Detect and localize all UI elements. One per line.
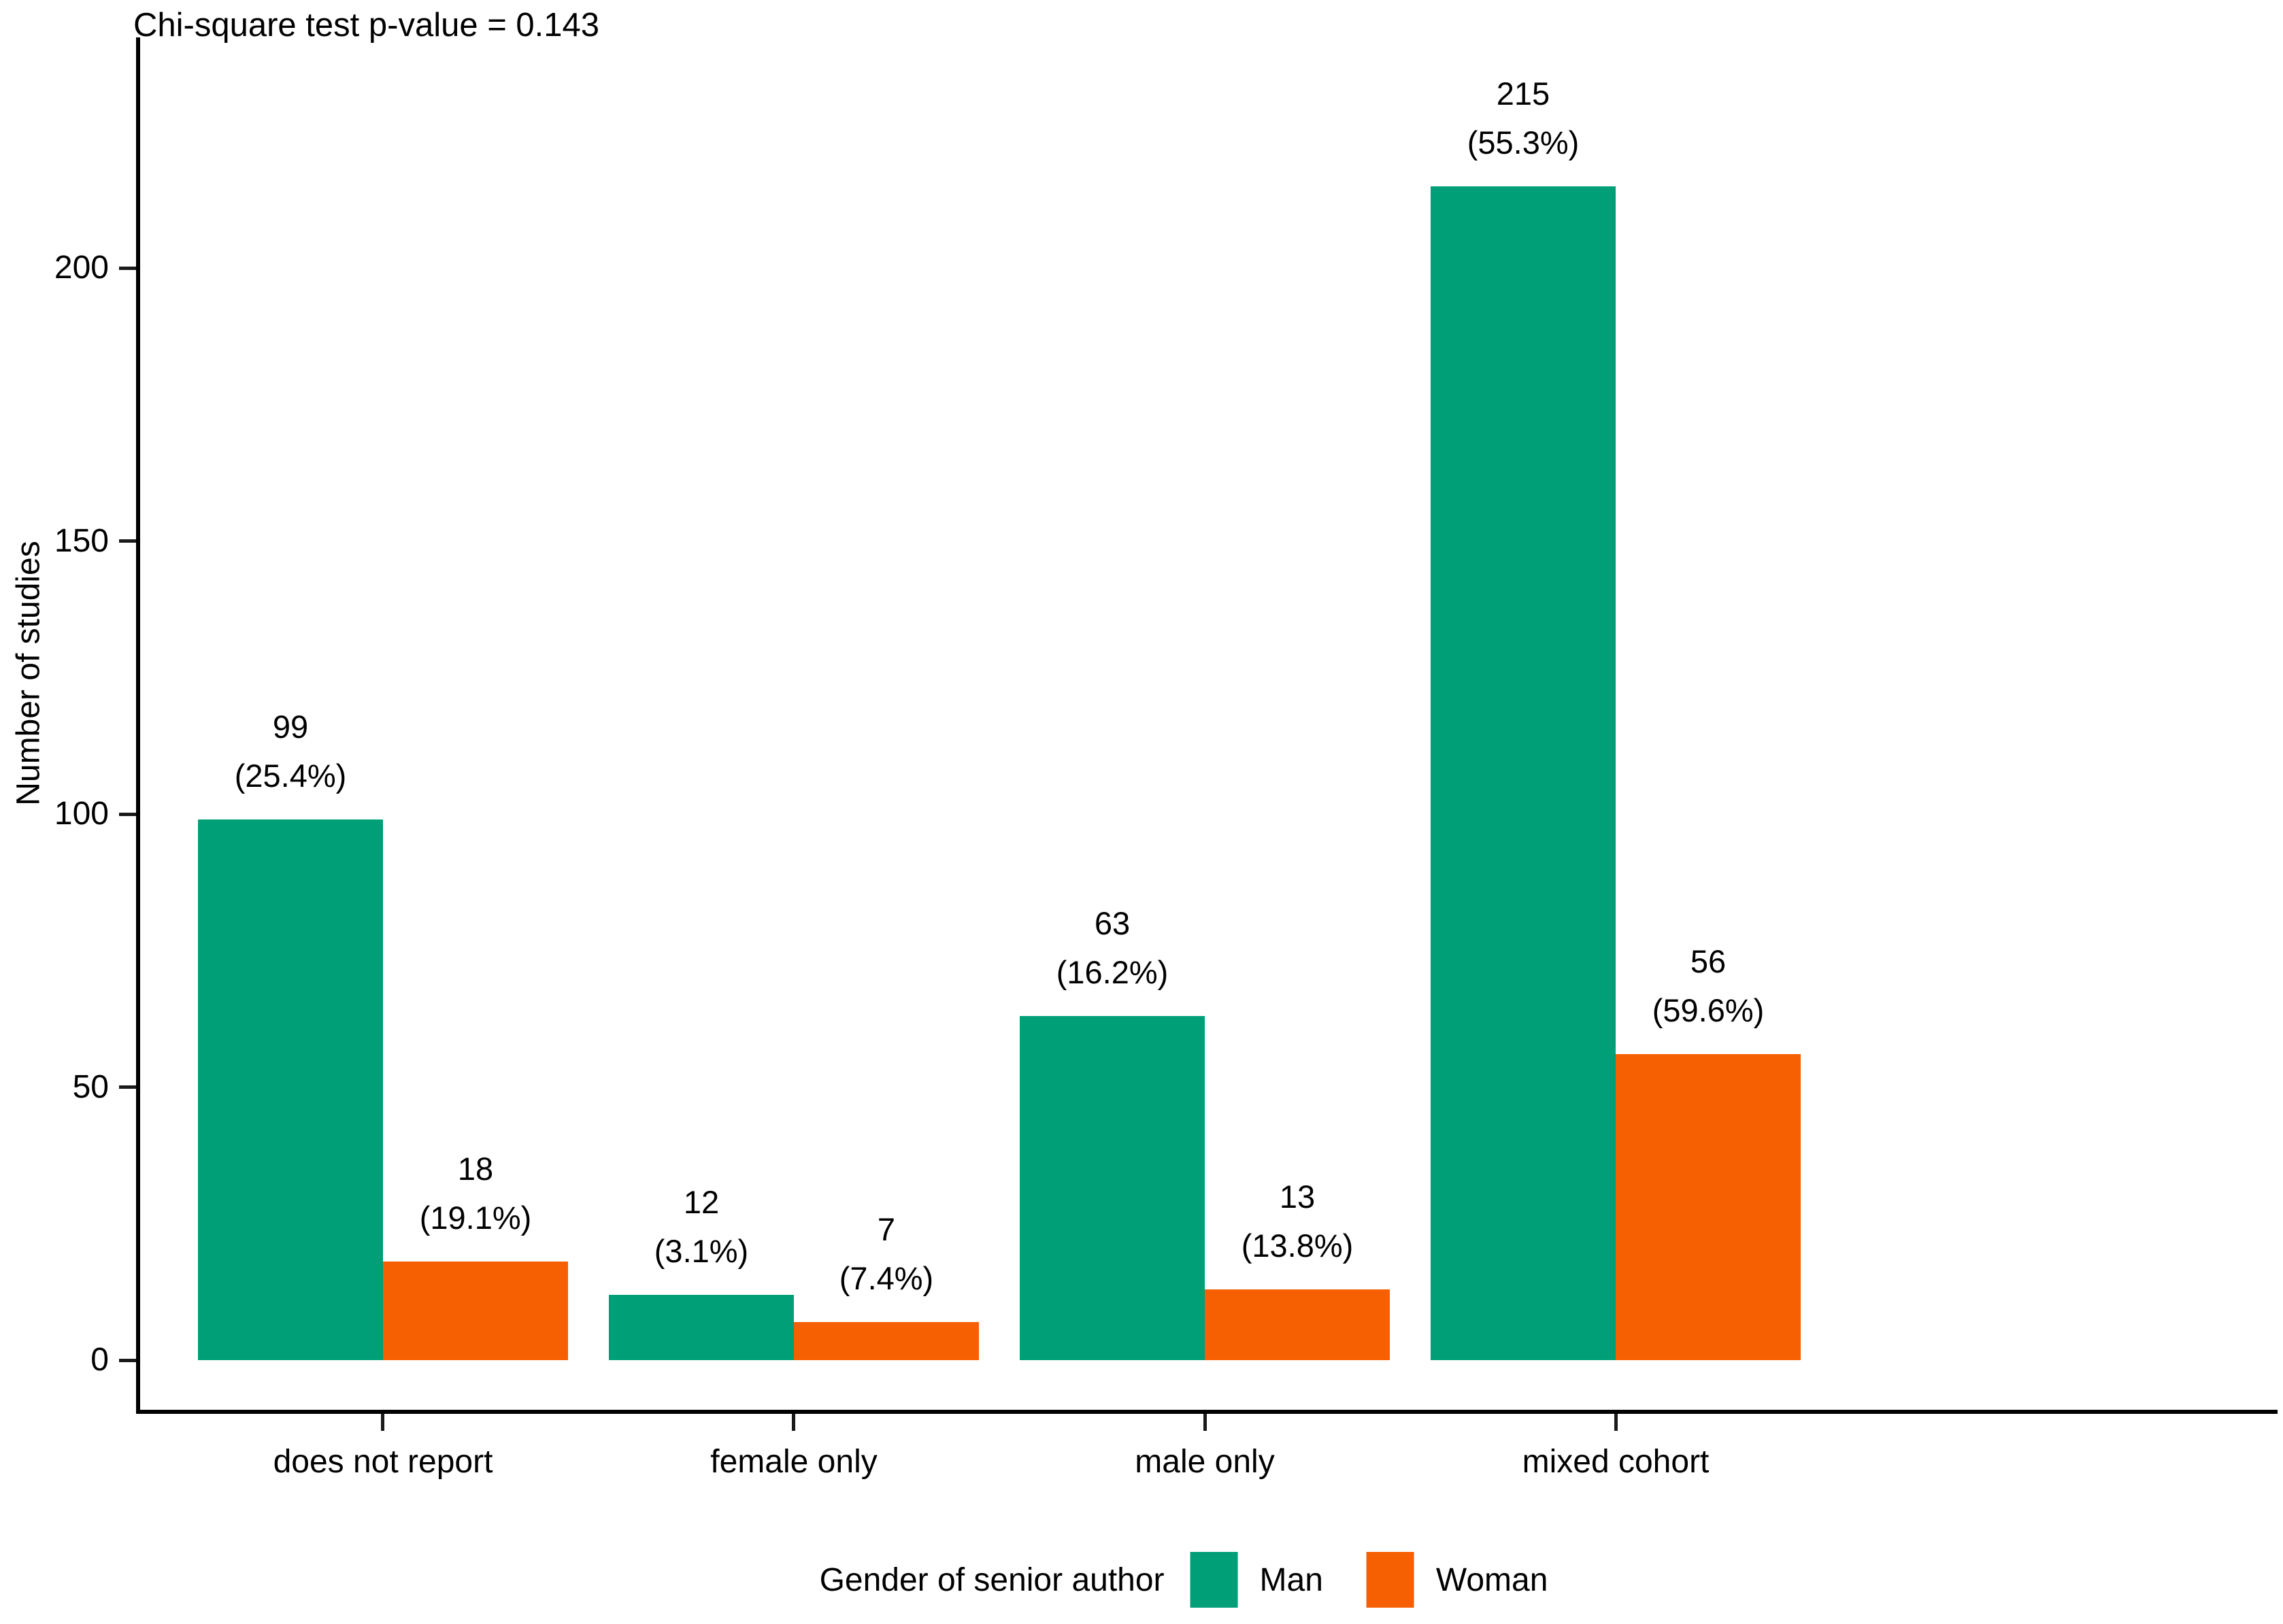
legend-items: Man Woman [1190, 1552, 1592, 1608]
x-tick-mark [1203, 1414, 1207, 1431]
y-tick-mark [119, 1085, 136, 1089]
bar-value-label-man-does-not-report: 99 (25.4%) [100, 703, 481, 800]
y-tick-label: 0 [90, 1342, 109, 1378]
bar-count: 56 [1690, 943, 1727, 979]
chart-title: Chi-square test p-value = 0.143 [133, 7, 600, 44]
x-tick-label: does not report [273, 1444, 493, 1480]
bar-woman-mixed-cohort [1616, 1054, 1801, 1360]
legend-swatch-man [1190, 1552, 1238, 1608]
bar-woman-male-only [1205, 1289, 1390, 1360]
y-tick-label: 150 [54, 523, 109, 559]
legend-swatch-woman [1366, 1552, 1414, 1608]
x-tick-mark [792, 1414, 795, 1431]
bar-woman-female-only [794, 1322, 979, 1360]
bar-woman-does-not-report [383, 1262, 568, 1360]
bar-percent: (3.1%) [654, 1233, 749, 1269]
bar-value-label-woman-does-not-report: 18 (19.1%) [285, 1145, 666, 1242]
legend-title: Gender of senior author [819, 1561, 1165, 1598]
bar-value-label-man-male-only: 63 (16.2%) [922, 899, 1303, 997]
x-tick-label: female only [710, 1444, 878, 1480]
x-tick-label: male only [1135, 1444, 1275, 1480]
bar-count: 12 [683, 1184, 720, 1220]
x-tick-mark [1614, 1414, 1618, 1431]
bar-value-label-woman-female-only: 7 (7.4%) [696, 1205, 1077, 1303]
bar-percent: (16.2%) [1056, 954, 1169, 990]
y-tick-mark [119, 539, 136, 543]
bar-count: 18 [457, 1151, 494, 1187]
legend-label-woman: Woman [1435, 1561, 1548, 1598]
bar-man-does-not-report [198, 819, 383, 1360]
y-tick-label: 200 [54, 250, 109, 286]
bar-percent: (25.4%) [234, 758, 347, 794]
x-axis-line [136, 1410, 2278, 1414]
x-tick-label: mixed cohort [1522, 1444, 1710, 1480]
bar-value-label-man-female-only: 12 (3.1%) [511, 1178, 892, 1276]
legend-label-man: Man [1259, 1561, 1323, 1598]
bar-percent: (55.3%) [1467, 124, 1580, 160]
bar-man-female-only [609, 1295, 794, 1360]
bar-value-label-man-mixed-cohort: 215 (55.3%) [1333, 69, 1714, 167]
x-tick-mark [381, 1414, 384, 1431]
y-tick-mark [119, 1359, 136, 1362]
bar-percent: (19.1%) [419, 1200, 532, 1236]
y-tick-mark [119, 813, 136, 816]
bar-percent: (13.8%) [1241, 1228, 1354, 1264]
legend: Gender of senior author Man Woman [820, 1552, 1592, 1608]
bar-value-label-woman-mixed-cohort: 56 (59.6%) [1518, 937, 1899, 1035]
bar-man-male-only [1020, 1016, 1205, 1360]
y-tick-label: 100 [54, 796, 109, 832]
bar-count: 7 [877, 1211, 896, 1247]
bar-count: 13 [1279, 1179, 1316, 1215]
bar-percent: (7.4%) [839, 1260, 934, 1296]
bar-man-mixed-cohort [1431, 186, 1616, 1360]
bar-count: 99 [272, 709, 309, 745]
y-tick-label: 50 [72, 1069, 109, 1105]
bar-value-label-woman-male-only: 13 (13.8%) [1107, 1172, 1488, 1270]
y-axis-title: Number of studies [10, 541, 47, 806]
bar-percent: (59.6%) [1652, 992, 1765, 1028]
y-axis-line [136, 37, 140, 1414]
y-tick-mark [119, 267, 136, 270]
bar-count: 63 [1094, 905, 1131, 941]
bar-count: 215 [1496, 75, 1550, 112]
